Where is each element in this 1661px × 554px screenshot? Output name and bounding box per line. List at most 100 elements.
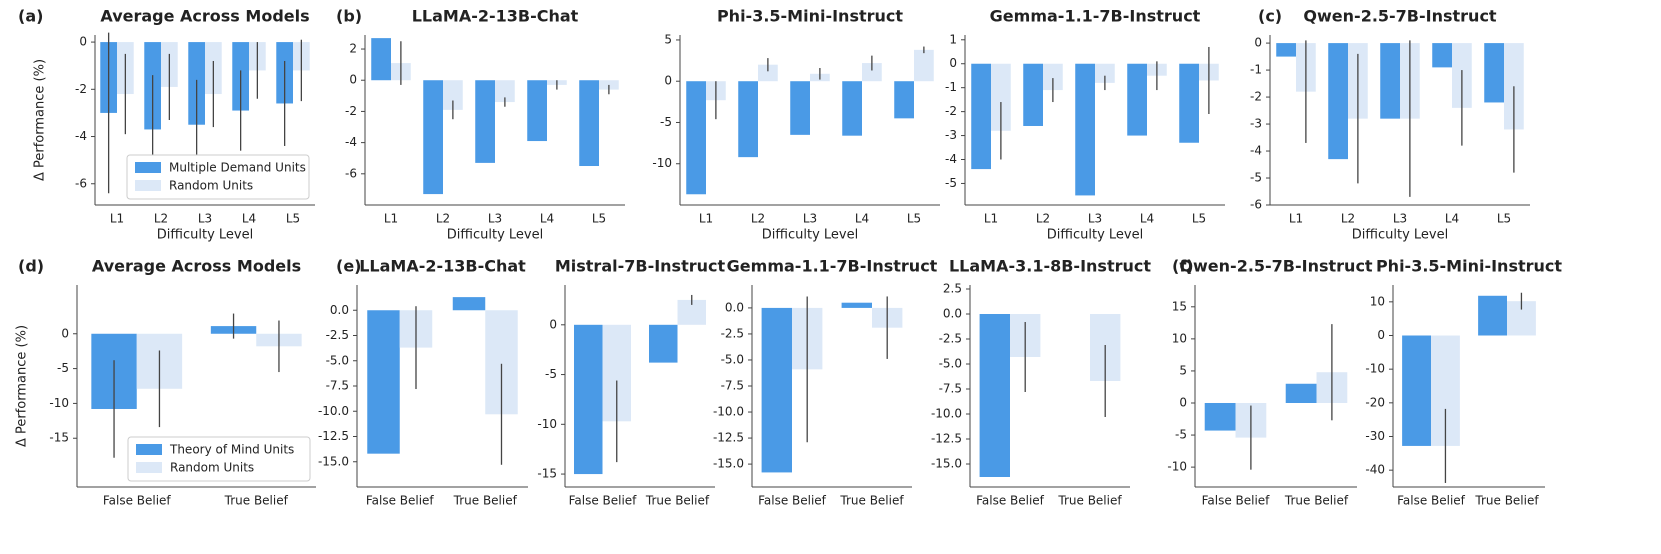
y-tick-label: -5.0 [939, 357, 962, 371]
y-tick-label: -4 [75, 129, 87, 143]
y-tick-label: -4 [345, 135, 357, 149]
x-tick-label: L5 [1192, 212, 1206, 226]
chart-title: Gemma-1.1-7B-Instruct [727, 257, 938, 276]
bar [686, 81, 706, 195]
y-tick-label: -15.0 [318, 454, 349, 468]
x-tick-label: L3 [1088, 212, 1102, 226]
x-tick-label: L5 [592, 212, 606, 226]
y-tick-label: 15 [1172, 299, 1187, 313]
y-tick-label: -1 [945, 80, 957, 94]
x-tick-label: False Belief [103, 494, 172, 508]
legend-swatch [135, 162, 161, 173]
panel: (a) Average Across Models -6 -4 -2 0 L1 L2 L3 L4 L… [18, 7, 315, 243]
x-tick-label: L3 [488, 212, 502, 226]
bar [527, 80, 547, 142]
bar [1402, 335, 1431, 446]
bar [862, 63, 882, 82]
y-tick-label: -2 [1250, 90, 1262, 104]
x-tick-label: L4 [540, 212, 554, 226]
bar [574, 324, 603, 475]
panel-label: (a) [18, 7, 43, 26]
bar [1043, 63, 1063, 91]
x-tick-label: L5 [907, 212, 921, 226]
y-tick-label: 0 [949, 56, 957, 70]
y-tick-label: -15.0 [713, 457, 744, 471]
x-tick-label: L2 [436, 212, 450, 226]
y-tick-label: -2 [345, 104, 357, 118]
y-tick-label: -4 [1250, 144, 1262, 158]
y-tick-label: 10 [1370, 294, 1385, 308]
bar [1432, 43, 1452, 68]
x-tick-label: True Belief [453, 494, 518, 508]
y-tick-label: -10 [1365, 362, 1385, 376]
y-tick-label: -4 [945, 152, 957, 166]
y-tick-label: 0 [1254, 36, 1262, 50]
bar [1075, 63, 1095, 196]
panel-label: (d) [18, 257, 44, 276]
legend-label: Random Units [169, 179, 253, 193]
y-tick-label: -12.5 [931, 432, 962, 446]
x-tick-label: True Belief [1284, 494, 1349, 508]
y-tick-label: 5 [664, 32, 672, 46]
legend-swatch [136, 444, 162, 455]
y-tick-label: -5 [1250, 171, 1262, 185]
x-tick-label: L1 [984, 212, 998, 226]
y-tick-label: -7.5 [721, 379, 744, 393]
chart-title: LLaMA-2-13B-Chat [359, 257, 526, 276]
x-tick-label: L5 [286, 212, 300, 226]
x-axis-label: Difficulty Level [1352, 228, 1448, 243]
y-tick-label: 2.5 [943, 282, 962, 296]
x-tick-label: L1 [110, 212, 124, 226]
y-tick-label: -2.5 [939, 332, 962, 346]
y-tick-label: -7.5 [939, 382, 962, 396]
bar [979, 314, 1010, 477]
chart-title: Phi-3.5-Mini-Instruct [717, 7, 903, 26]
x-tick-label: L1 [384, 212, 398, 226]
chart-title: Gemma-1.1-7B-Instruct [990, 7, 1201, 26]
y-tick-label: 0.0 [725, 300, 744, 314]
y-tick-label: -2 [945, 104, 957, 118]
y-tick-label: -3 [945, 128, 957, 142]
x-tick-label: L4 [1445, 212, 1459, 226]
bar [1504, 43, 1524, 130]
bar [599, 80, 619, 90]
x-tick-label: L2 [1036, 212, 1050, 226]
panel-label: (c) [1258, 7, 1282, 26]
bar [971, 63, 991, 170]
bar [423, 80, 443, 195]
legend-swatch [135, 180, 161, 191]
x-axis-label: Difficulty Level [762, 228, 858, 243]
panel: (f)Qwen-2.5-7B-Instruct -10 -5 0 5 10 15 False … [1167, 257, 1373, 508]
y-tick-label: 0 [664, 74, 672, 88]
y-tick-label: 5 [1179, 363, 1187, 377]
panel-label: (f) [1172, 257, 1194, 276]
chart-title: LLaMA-3.1-8B-Instruct [949, 257, 1151, 276]
bar [371, 38, 391, 81]
x-tick-label: L1 [699, 212, 713, 226]
y-tick-label: 1 [949, 32, 957, 46]
bar [475, 80, 495, 163]
x-tick-label: L5 [1497, 212, 1511, 226]
x-tick-label: L4 [855, 212, 869, 226]
panel: Gemma-1.1-7B-Instruct -15.0 -12.5 -10.0 -7.5… [713, 257, 938, 508]
bar [1328, 43, 1348, 160]
chart-title: Average Across Models [100, 7, 309, 26]
x-tick-label: False Belief [366, 494, 435, 508]
bar [914, 49, 934, 82]
y-tick-label: -10 [1167, 460, 1187, 474]
bar [758, 64, 778, 82]
y-tick-label: -20 [1365, 395, 1385, 409]
x-tick-label: L2 [751, 212, 765, 226]
y-tick-label: -10 [652, 156, 672, 170]
y-tick-label: -5 [945, 176, 957, 190]
x-tick-label: False Belief [976, 494, 1045, 508]
y-axis-label: Δ Performance (%) [15, 325, 30, 447]
y-tick-label: -5 [57, 361, 69, 375]
y-tick-label: -10 [537, 417, 557, 431]
y-tick-label: -5 [660, 115, 672, 129]
y-tick-label: -12.5 [318, 429, 349, 443]
legend: Theory of Mind Units Random Units [127, 436, 311, 482]
panel: Phi-3.5-Mini-Instruct -10 -5 0 5 L1 L2 L3 L4 L5 Di… [652, 7, 940, 243]
panel: LLaMA-3.1-8B-Instruct -15.0 -12.5 -10.0 -7.5… [931, 257, 1151, 508]
